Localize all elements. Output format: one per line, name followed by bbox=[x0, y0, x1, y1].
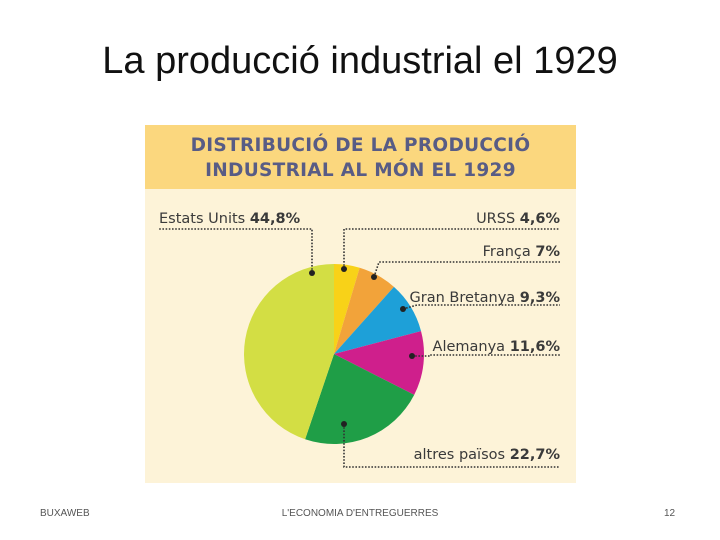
leader-line-estats-units bbox=[159, 228, 313, 273]
footer-source: BUXAWEB bbox=[40, 508, 90, 519]
slice-value-altres-paisos: 22,7% bbox=[510, 447, 561, 463]
pie-slice-estats-units bbox=[244, 264, 334, 440]
chart-title-banner: DISTRIBUCIÓ DE LA PRODUCCIÓ INDUSTRIAL A… bbox=[145, 125, 576, 189]
chart-title-line-1: DISTRIBUCIÓ DE LA PRODUCCIÓ bbox=[190, 135, 531, 156]
slice-label-gran-bretanya: Gran Bretanya 9,3% bbox=[410, 290, 561, 306]
leader-dot-estats-units bbox=[309, 270, 315, 276]
leader-dot-franca bbox=[371, 274, 377, 280]
slice-value-estats-units: 44,8% bbox=[250, 211, 301, 227]
slice-label-franca: França 7% bbox=[483, 244, 561, 260]
pie-chart-plot: URSS 4,6% França 7% Gran Bretanya 9,3% Alem… bbox=[159, 211, 561, 468]
slice-label-altres-paisos: altres països 22,7% bbox=[414, 447, 561, 463]
leader-line-alemanya bbox=[412, 354, 560, 357]
leader-dot-alemanya bbox=[409, 353, 415, 359]
pie-slice-urss bbox=[334, 264, 360, 354]
leader-line-franca bbox=[373, 261, 560, 278]
leader-dot-gran-bretanya bbox=[400, 306, 406, 312]
slice-label-estats-units: Estats Units 44,8% bbox=[159, 211, 301, 227]
footer-course: L'ECONOMIA D'ENTREGUERRES bbox=[281, 508, 439, 519]
leader-line-urss bbox=[343, 228, 560, 269]
leader-dot-urss bbox=[341, 266, 347, 272]
slice-name-urss: URSS bbox=[476, 211, 520, 227]
slice-value-urss: 4,6% bbox=[520, 211, 561, 227]
slice-name-gran-bretanya: Gran Bretanya bbox=[410, 290, 520, 306]
slide-title: La producció industrial el 1929 bbox=[102, 40, 618, 82]
slice-name-franca: França bbox=[483, 244, 536, 260]
pie-chart: DISTRIBUCIÓ DE LA PRODUCCIÓ INDUSTRIAL A… bbox=[145, 125, 576, 483]
leader-dot-altres-paisos bbox=[341, 421, 347, 427]
pie-slice-gran-bretanya bbox=[334, 286, 422, 354]
slice-name-altres-paisos: altres països bbox=[414, 447, 510, 463]
slice-value-gran-bretanya: 9,3% bbox=[520, 290, 561, 306]
leader-line-gran-bretanya bbox=[402, 304, 560, 310]
footer-page-number: 12 bbox=[664, 508, 676, 519]
slice-name-estats-units: Estats Units bbox=[159, 211, 250, 227]
leader-line-altres-paisos bbox=[343, 424, 560, 468]
slice-value-franca: 7% bbox=[535, 244, 560, 260]
slice-name-alemanya: Alemanya bbox=[433, 339, 510, 355]
pie-slice-franca bbox=[334, 267, 394, 354]
pie-slice-altres-paisos bbox=[305, 354, 415, 444]
slice-value-alemanya: 11,6% bbox=[510, 339, 561, 355]
slice-label-alemanya: Alemanya 11,6% bbox=[433, 339, 561, 355]
chart-title-line-2: INDUSTRIAL AL MÓN EL 1929 bbox=[205, 160, 516, 181]
slice-label-urss: URSS 4,6% bbox=[476, 211, 560, 227]
pie-slice-alemanya bbox=[334, 331, 424, 395]
